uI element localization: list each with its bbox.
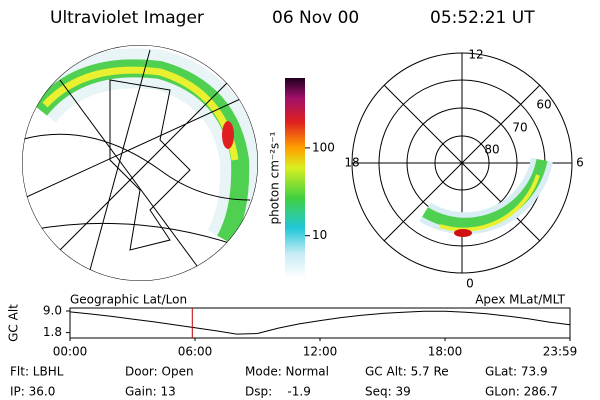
right-label: Apex MLat/MLT bbox=[475, 293, 565, 307]
altitude-line bbox=[69, 310, 571, 335]
footer-field: GC Alt: 5.7 Re bbox=[365, 365, 449, 379]
x-tick-label: 06:00 bbox=[178, 345, 213, 359]
footer-field: GLat: 73.9 bbox=[485, 365, 548, 379]
mlt-label: 0 bbox=[466, 277, 474, 291]
footer-field: Mode: Normal bbox=[245, 365, 329, 379]
footer-field: GLon: 286.7 bbox=[485, 385, 558, 399]
lat-label: 60 bbox=[536, 98, 551, 112]
mlt-label: 18 bbox=[344, 156, 359, 170]
y-tick-label: 1.8 bbox=[43, 325, 62, 339]
colorbar-tick-label: 10 bbox=[312, 228, 327, 242]
lat-label: 70 bbox=[512, 121, 527, 135]
lat-label: 80 bbox=[484, 143, 499, 157]
footer-field: Flt: LBHL bbox=[10, 365, 64, 379]
footer-field: Seq: 39 bbox=[365, 385, 411, 399]
x-tick-label: 12:00 bbox=[303, 345, 338, 359]
footer-field: Gain: 13 bbox=[125, 385, 176, 399]
y-tick-label: 9.0 bbox=[43, 304, 62, 318]
geo-map bbox=[22, 45, 258, 281]
footer-field: Door: Open bbox=[125, 365, 194, 379]
footer-field: Dsp: -1.9 bbox=[245, 385, 311, 399]
y-axis-label: GC Alt bbox=[7, 304, 21, 342]
colorbar-label: photon cm⁻²s⁻¹ bbox=[268, 131, 282, 224]
time: 05:52:21 UT bbox=[430, 8, 535, 28]
alt-panel bbox=[69, 307, 571, 339]
mlt-label: 6 bbox=[576, 156, 584, 170]
mlt-label: 12 bbox=[468, 48, 483, 62]
footer-field: IP: 36.0 bbox=[10, 385, 55, 399]
x-tick-label: 00:00 bbox=[53, 345, 88, 359]
instrument: Ultraviolet Imager bbox=[50, 8, 204, 28]
x-tick-label: 23:59 bbox=[543, 345, 578, 359]
colorbar-tick-label: 100 bbox=[312, 140, 335, 154]
date: 06 Nov 00 bbox=[272, 8, 359, 28]
x-tick-label: 18:00 bbox=[428, 345, 463, 359]
polar-plot bbox=[351, 52, 573, 274]
colorbar bbox=[285, 78, 305, 278]
left-label: Geographic Lat/Lon bbox=[70, 293, 187, 307]
